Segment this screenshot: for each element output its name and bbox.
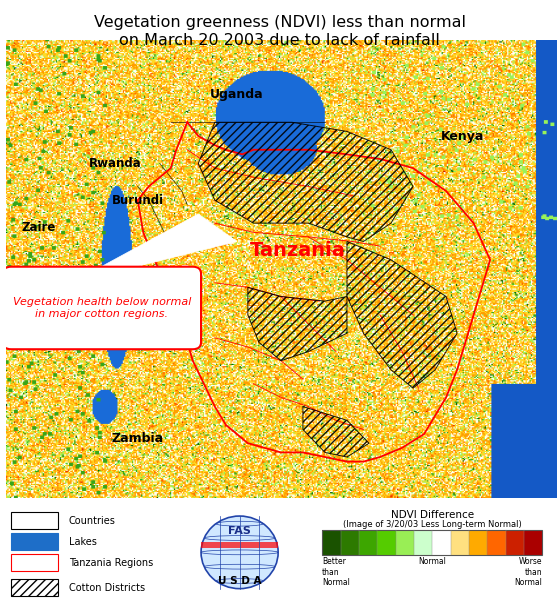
Bar [524, 530, 542, 555]
Bar [359, 530, 377, 555]
Bar [11, 579, 58, 596]
Bar [377, 530, 396, 555]
Text: Vegetation health below normal
in major cotton regions.: Vegetation health below normal in major … [13, 297, 191, 319]
Text: Rwanda: Rwanda [89, 157, 142, 170]
Bar [487, 530, 506, 555]
Bar [11, 554, 58, 571]
Text: Lakes: Lakes [69, 537, 97, 547]
FancyBboxPatch shape [3, 267, 201, 349]
Text: Countries: Countries [69, 516, 116, 526]
Text: Zaire: Zaire [21, 221, 56, 234]
Text: NDVI Difference: NDVI Difference [391, 510, 474, 521]
Bar [11, 533, 58, 551]
Text: (Image of 3/20/03 Less Long-term Normal): (Image of 3/20/03 Less Long-term Normal) [343, 520, 522, 529]
Text: Tanzania Regions: Tanzania Regions [69, 558, 153, 568]
Bar [11, 512, 58, 529]
Text: FAS: FAS [228, 526, 251, 536]
Text: Tanzania: Tanzania [249, 241, 345, 260]
Polygon shape [72, 214, 237, 283]
Bar [469, 530, 487, 555]
Text: Better
than
Normal: Better than Normal [322, 557, 350, 587]
Text: Uganda: Uganda [210, 88, 264, 101]
Bar [414, 530, 432, 555]
Text: Zambia: Zambia [112, 432, 164, 445]
Bar [340, 530, 359, 555]
Bar [506, 530, 524, 555]
Text: Vegetation greenness (NDVI) less than normal
on March 20 2003 due to lack of rai: Vegetation greenness (NDVI) less than no… [93, 15, 466, 48]
Text: Kenya: Kenya [441, 130, 484, 142]
Bar [201, 542, 278, 547]
Text: Worse
than
Normal: Worse than Normal [515, 557, 542, 587]
Text: Cotton Districts: Cotton Districts [69, 583, 145, 593]
Bar [451, 530, 469, 555]
Text: Burundi: Burundi [112, 194, 164, 207]
Bar [322, 530, 340, 555]
Bar [432, 530, 451, 555]
Text: U S D A: U S D A [218, 576, 262, 586]
Text: Normal: Normal [418, 557, 446, 566]
Bar [322, 530, 542, 555]
Ellipse shape [201, 516, 278, 588]
Bar [396, 530, 414, 555]
